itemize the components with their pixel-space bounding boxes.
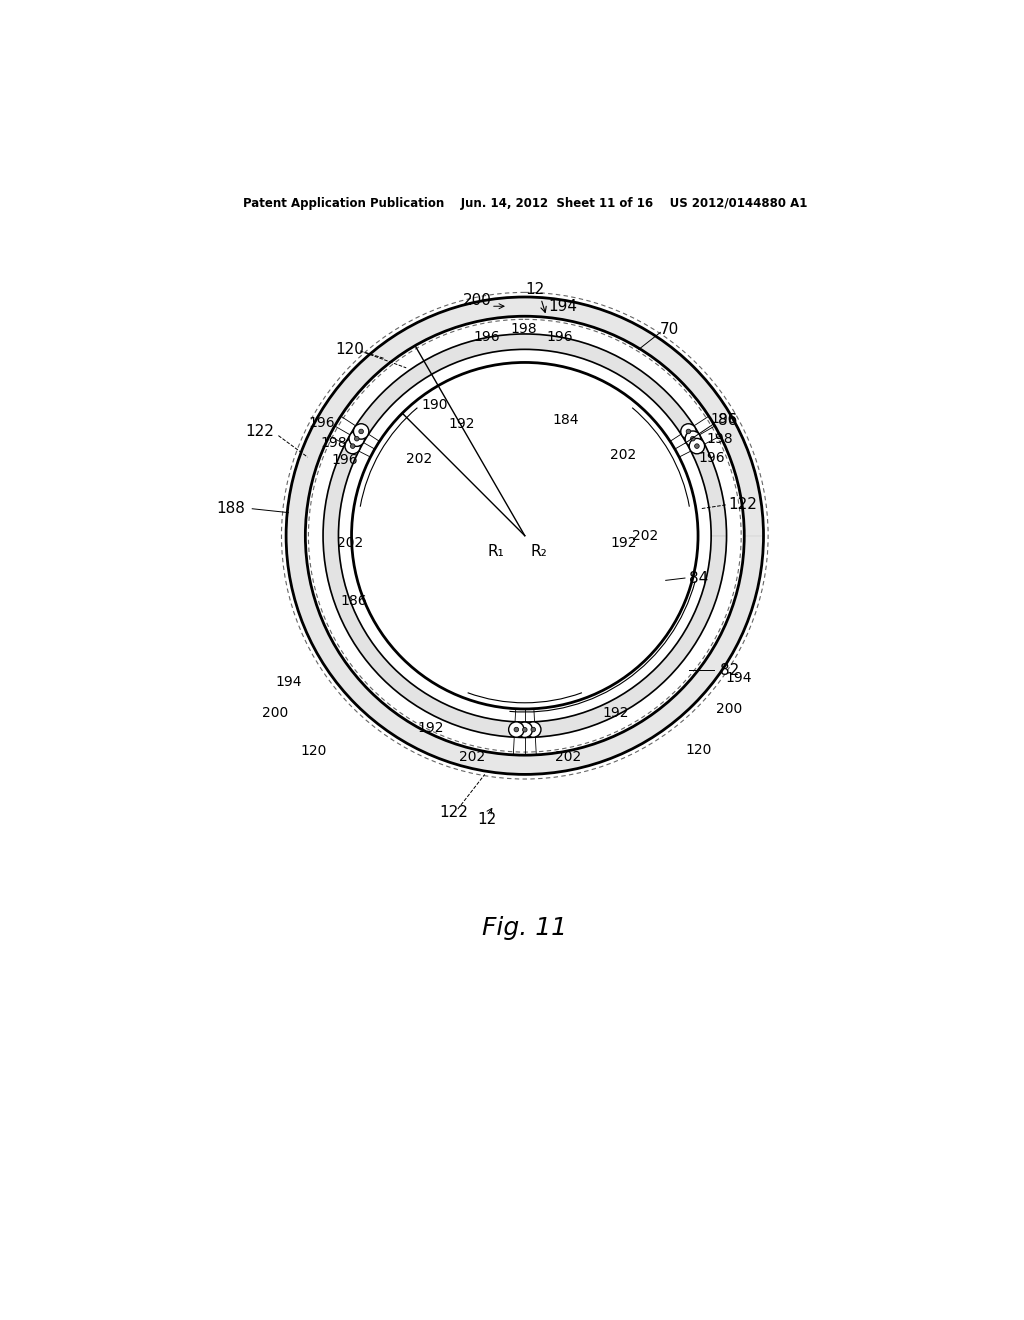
Text: 120: 120 [686,743,712,756]
Text: 192: 192 [610,536,637,550]
Circle shape [345,438,360,454]
Text: 192: 192 [418,721,444,735]
Text: R₁: R₁ [487,544,505,558]
Text: R₂: R₂ [530,544,547,558]
Circle shape [694,444,699,449]
Text: 194: 194 [275,675,302,689]
Text: 202: 202 [459,751,484,764]
Text: 120: 120 [336,342,365,356]
Text: 200: 200 [262,706,289,719]
Circle shape [350,444,355,449]
Circle shape [685,430,700,446]
Text: 200: 200 [463,293,492,309]
Text: Fig. 11: Fig. 11 [482,916,567,940]
Text: 196: 196 [698,451,725,465]
Polygon shape [323,334,727,738]
Text: 86: 86 [718,413,737,428]
Polygon shape [286,297,764,775]
Text: 188: 188 [216,502,245,516]
Circle shape [686,429,691,434]
Text: 12: 12 [525,281,545,297]
Text: 70: 70 [659,322,679,337]
Circle shape [358,429,364,434]
Text: 202: 202 [337,536,364,550]
Text: 190: 190 [422,397,447,412]
Text: 202: 202 [632,529,658,543]
Text: 122: 122 [439,805,468,821]
Text: 196: 196 [473,330,500,345]
Text: 186: 186 [341,594,368,609]
Circle shape [349,430,365,446]
Circle shape [522,727,527,733]
Text: 194: 194 [726,671,752,685]
Text: 84: 84 [689,570,709,586]
Circle shape [531,727,536,731]
Circle shape [514,727,518,731]
Text: 12: 12 [477,812,497,826]
Text: 122: 122 [728,498,757,512]
Text: Patent Application Publication    Jun. 14, 2012  Sheet 11 of 16    US 2012/01448: Patent Application Publication Jun. 14, … [243,197,807,210]
Text: 196: 196 [309,416,336,430]
Circle shape [681,424,696,440]
Text: 192: 192 [602,706,629,719]
Circle shape [689,438,705,454]
Text: 184: 184 [552,413,579,428]
Circle shape [509,722,524,738]
Circle shape [525,722,541,738]
Text: 200: 200 [717,702,742,715]
Text: 122: 122 [246,424,274,440]
Text: 198: 198 [707,432,733,446]
Text: 196: 196 [547,330,573,345]
Text: 198: 198 [510,322,537,337]
Text: 120: 120 [301,744,327,758]
Circle shape [690,437,695,441]
Circle shape [353,424,369,440]
Text: 198: 198 [321,436,347,450]
Text: 202: 202 [555,751,581,764]
Circle shape [517,722,532,738]
Circle shape [354,437,359,441]
Text: 192: 192 [449,417,475,432]
Text: 202: 202 [610,447,637,462]
Text: 194: 194 [549,298,578,314]
Text: 196: 196 [711,412,737,426]
Text: 196: 196 [332,453,358,467]
Text: 82: 82 [720,663,739,678]
Text: 202: 202 [407,451,432,466]
